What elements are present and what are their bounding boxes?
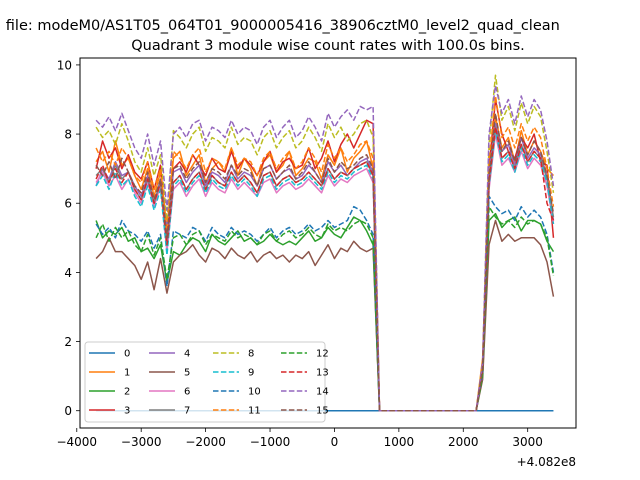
series-line-10 <box>95 195 555 412</box>
series-lines <box>95 74 555 412</box>
legend-label-9: 9 <box>248 368 254 379</box>
x-tick-label: −3000 <box>121 435 162 449</box>
axes-frame <box>79 57 577 429</box>
legend-label-12: 12 <box>316 349 329 360</box>
legend-label-10: 10 <box>248 387 261 398</box>
x-tick-label: 2000 <box>448 435 479 449</box>
y-tick-label: 6 <box>64 197 72 211</box>
y-tick-label: 10 <box>57 58 72 72</box>
x-tick-label: −4000 <box>56 435 97 449</box>
x-offset-label: +4.082e8 <box>517 455 576 469</box>
x-tick-label: 0 <box>331 435 339 449</box>
figure-suptitle: n file: modeM0/AS1T05_064T01_9000005416_… <box>0 18 560 34</box>
legend-label-1: 1 <box>124 368 130 379</box>
legend-label-15: 15 <box>316 406 329 417</box>
x-tick-label: 3000 <box>512 435 543 449</box>
legend-label-2: 2 <box>124 387 130 398</box>
x-tick-label: −2000 <box>185 435 226 449</box>
legend-label-3: 3 <box>124 406 130 417</box>
legend-label-6: 6 <box>184 387 190 398</box>
plot-area <box>95 74 555 412</box>
x-tick-label: 1000 <box>384 435 415 449</box>
legend-label-7: 7 <box>184 406 190 417</box>
x-axis: −4000 −3000 −2000 −1000 0 1000 2000 3000 <box>56 428 543 449</box>
y-tick-label: 8 <box>64 128 72 142</box>
series-line-14 <box>95 84 555 412</box>
legend-label-5: 5 <box>184 368 190 379</box>
legend-box <box>84 341 326 423</box>
y-tick-label: 0 <box>64 404 72 418</box>
legend-label-13: 13 <box>316 368 329 379</box>
series-line-15 <box>95 112 555 412</box>
x-tick-label: −1000 <box>250 435 291 449</box>
legend-label-4: 4 <box>184 349 190 360</box>
y-axis: 0 2 4 6 8 10 <box>57 58 80 418</box>
legend-label-0: 0 <box>124 349 130 360</box>
series-line-11 <box>95 95 555 412</box>
legend-label-14: 14 <box>316 387 329 398</box>
y-tick-label: 2 <box>64 335 72 349</box>
y-tick-label: 4 <box>64 266 72 280</box>
legend-label-11: 11 <box>248 406 261 417</box>
legend-label-8: 8 <box>248 349 254 360</box>
chart-title: Quadrant 3 module wise count rates with … <box>131 38 525 54</box>
